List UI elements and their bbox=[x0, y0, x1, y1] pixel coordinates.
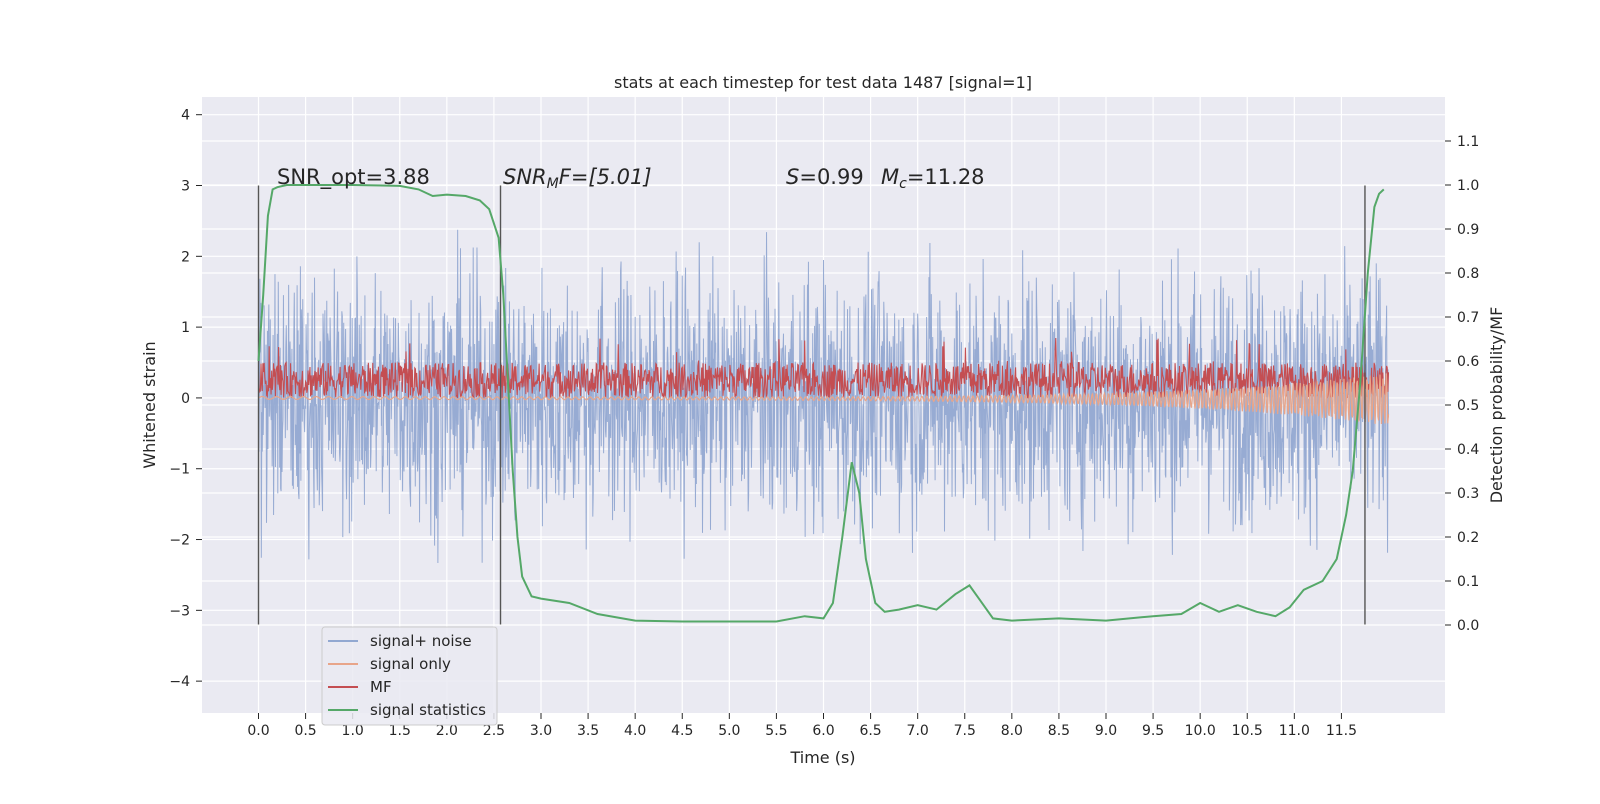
y-tick-label: 4 bbox=[181, 108, 190, 124]
y2-tick-label: 0.8 bbox=[1457, 266, 1479, 282]
annotation-s-label: S bbox=[786, 165, 799, 189]
x-tick-label: 1.5 bbox=[389, 723, 411, 739]
x-tick-label: 6.0 bbox=[812, 723, 834, 739]
series-signal-statistics bbox=[257, 184, 1385, 623]
y2-tick-label: 0.0 bbox=[1457, 618, 1479, 634]
annotation-mc-sub: c bbox=[899, 176, 907, 192]
chart-title: stats at each timestep for test data 148… bbox=[614, 73, 1032, 92]
y-tick-label: 0 bbox=[181, 391, 190, 407]
annotation-snr-mf-main: SNR bbox=[503, 165, 547, 189]
series-signal-only bbox=[258, 373, 1390, 424]
y2-tick-label: 1.0 bbox=[1457, 178, 1479, 194]
x-tick-label: 2.5 bbox=[483, 723, 505, 739]
y2-tick-label: 1.1 bbox=[1457, 134, 1479, 150]
y-tick-label: −1 bbox=[169, 462, 190, 478]
x-tick-label: 9.5 bbox=[1142, 723, 1164, 739]
legend-label-signal-statistics: signal statistics bbox=[370, 701, 486, 719]
annotation-s-value: =0.99 bbox=[799, 165, 863, 189]
y-tick-label: 2 bbox=[181, 249, 190, 265]
x-tick-label: 6.5 bbox=[859, 723, 881, 739]
y2-tick-label: 0.2 bbox=[1457, 530, 1479, 546]
x-tick-label: 8.5 bbox=[1048, 723, 1070, 739]
annotation-snr-opt: SNR_opt=3.88 bbox=[277, 165, 430, 190]
annotation-mc-label: M bbox=[881, 165, 899, 189]
y-axis-label: Whitened strain bbox=[140, 341, 159, 468]
y-tick-label: −4 bbox=[169, 674, 190, 690]
annotation-mc-value: =11.28 bbox=[907, 165, 985, 189]
x-axis-label: Time (s) bbox=[789, 748, 855, 767]
annotation-s: S=0.99 bbox=[786, 165, 864, 189]
x-tick-label: 11.5 bbox=[1326, 723, 1357, 739]
y-tick-label: −3 bbox=[169, 603, 190, 619]
x-tick-label: 10.5 bbox=[1232, 723, 1263, 739]
x-tick-label: 2.0 bbox=[436, 723, 458, 739]
x-tick-label: 7.5 bbox=[954, 723, 976, 739]
y2-tick-label: 0.5 bbox=[1457, 398, 1479, 414]
x-tick-label: 4.0 bbox=[624, 723, 646, 739]
plot-area bbox=[257, 184, 1390, 625]
legend-box bbox=[321, 626, 498, 726]
x-tick-label: 7.0 bbox=[907, 723, 929, 739]
x-tick-label: 0.0 bbox=[247, 723, 269, 739]
x-tick-label: 3.0 bbox=[530, 723, 552, 739]
series-mf bbox=[257, 337, 1390, 399]
x-tick-label: 1.0 bbox=[342, 723, 364, 739]
annotation-mc: Mc=11.28 bbox=[881, 165, 985, 192]
x-tick-label: 8.0 bbox=[1001, 723, 1023, 739]
annotation-snr-mf-sub: M bbox=[547, 176, 559, 192]
x-tick-label: 11.0 bbox=[1279, 723, 1310, 739]
x-tick-label: 5.5 bbox=[765, 723, 787, 739]
y2-tick-label: 0.9 bbox=[1457, 222, 1479, 238]
legend: signal+ noise signal only MF signal stat… bbox=[321, 626, 498, 726]
legend-label-signal-only: signal only bbox=[370, 655, 451, 673]
x-tick-label: 9.0 bbox=[1095, 723, 1117, 739]
legend-label-signal-noise: signal+ noise bbox=[370, 632, 472, 650]
series-signal-noise bbox=[258, 229, 1389, 564]
y2-tick-label: 0.7 bbox=[1457, 310, 1479, 326]
axes-ticks: 0.0 0.5 1.0 1.5 2.0 2.5 3.0 3.5 4.0 4.5 5.0 5.5 6.0 6… bbox=[169, 108, 1479, 739]
y2-tick-label: 0.4 bbox=[1457, 442, 1479, 458]
annotation-snr-mf-tail: F=[5.01] bbox=[559, 165, 652, 189]
y2-tick-label: 0.6 bbox=[1457, 354, 1479, 370]
annotation-snr-mf: SNRMF=[5.01] bbox=[503, 165, 652, 192]
y-tick-label: 3 bbox=[181, 179, 190, 195]
x-tick-label: 10.0 bbox=[1185, 723, 1216, 739]
x-tick-label: 4.5 bbox=[671, 723, 693, 739]
y2-axis-label: Detection probability/MF bbox=[1487, 307, 1506, 504]
y-tick-label: 1 bbox=[181, 320, 190, 336]
y2-tick-label: 0.1 bbox=[1457, 574, 1479, 590]
x-tick-label: 0.5 bbox=[294, 723, 316, 739]
x-tick-label: 5.0 bbox=[718, 723, 740, 739]
x-tick-label: 3.5 bbox=[577, 723, 599, 739]
y-tick-label: −2 bbox=[169, 533, 190, 549]
y2-tick-label: 0.3 bbox=[1457, 486, 1479, 502]
legend-label-mf: MF bbox=[370, 678, 392, 696]
